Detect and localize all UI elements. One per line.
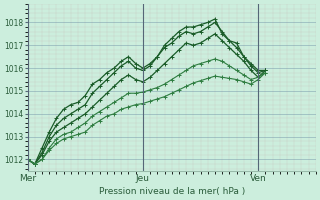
X-axis label: Pression niveau de la mer( hPa ): Pression niveau de la mer( hPa ) [99,187,245,196]
